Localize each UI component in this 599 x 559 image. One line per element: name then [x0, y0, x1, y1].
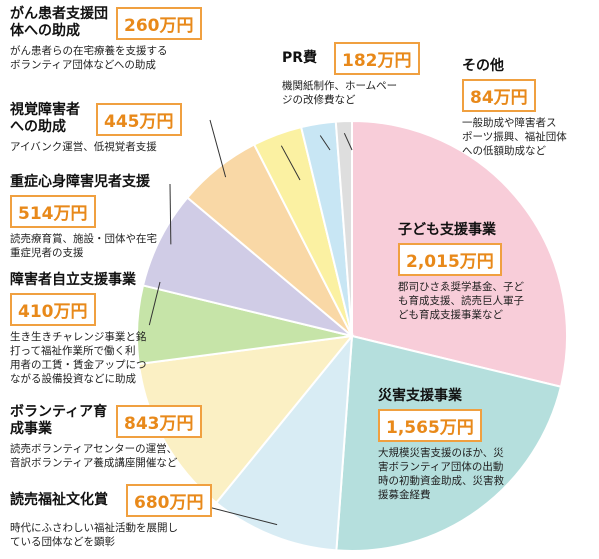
- label-head: 障害者自立支援事業 410万円: [10, 272, 170, 326]
- slice-label: 視覚障害者への助成 445万円アイバンク運営、低視覚者支援: [10, 102, 182, 154]
- category-name: 障害者自立支援事業: [10, 272, 136, 288]
- value-label: 514万円: [10, 195, 96, 228]
- label-head: 視覚障害者への助成 445万円: [10, 102, 182, 136]
- leader-line: [148, 281, 161, 326]
- value-label: 1,565万円: [378, 409, 482, 442]
- slice-label: PR費 182万円機関紙制作、ホームペー ジの改修費など: [282, 42, 420, 107]
- value-label: 260万円: [116, 6, 202, 40]
- category-name: 子ども支援事業: [398, 222, 496, 238]
- pie-slice: [335, 334, 563, 552]
- description-line: 時代にふさわしい福祉活動を展開し: [10, 522, 178, 534]
- slice-label: その他 84万円一般助成や障害者ス ポーツ振興、福祉団体 への低額助成など: [462, 58, 567, 158]
- description-line: 時の初動資金助成、災害救: [378, 475, 504, 487]
- description-line: 大規模災害支援のほか、災: [378, 447, 504, 459]
- description-line: ながる設備投資などに助成: [10, 373, 136, 385]
- description-line: 害ボランティア団体の出動: [378, 461, 504, 473]
- value-label: 84万円: [462, 79, 536, 112]
- description-line: 生き生きチャレンジ事業と銘: [10, 331, 147, 343]
- value-label: 2,015万円: [398, 243, 502, 276]
- description-line: ボランティア団体などへの助成: [10, 59, 156, 71]
- description-line: への低額助成など: [462, 145, 546, 157]
- description-line: 一般助成や障害者ス: [462, 117, 557, 129]
- slice-label: 子ども支援事業 2,015万円郡司ひさゑ奨学基金、子ど も育成支援、読売巨人軍子 ども…: [398, 222, 538, 322]
- leader-line: [343, 132, 353, 151]
- slice-label: がん患者支援団体への助成 260万円がん患者らの在宅療養を支援する ボランティア団体…: [10, 6, 202, 72]
- description-line: 用者の工賃・賃金アップにつ: [10, 359, 147, 371]
- category-name: その他: [462, 58, 504, 74]
- value-label: 410万円: [10, 293, 96, 326]
- pie-slice: [214, 332, 354, 552]
- category-name: がん患者支援団体への助成: [10, 6, 108, 39]
- leader-line: [209, 119, 227, 178]
- category-name: 災害支援事業: [378, 388, 462, 404]
- label-head: がん患者支援団体への助成 260万円: [10, 6, 202, 40]
- description-line: 読売ボランティアセンターの運営、: [10, 443, 178, 455]
- description-line: 読売療育賞、施設・団体や在宅: [10, 233, 157, 245]
- slice-label: 障害者自立支援事業 410万円生き生きチャレンジ事業と銘 打って福祉作業所で働く利用…: [10, 272, 170, 386]
- description-line: 機関紙制作、ホームペー: [282, 80, 398, 92]
- description-line: ている団体などを顕彰: [10, 536, 115, 548]
- description-line: 郡司ひさゑ奨学基金、子ど: [398, 281, 524, 293]
- description-line: 援募金経費: [378, 489, 431, 501]
- label-head: 重症心身障害児者支援 514万円: [10, 174, 180, 228]
- slice-label: 読売福祉文化賞 680万円時代にふさわしい福祉活動を展開し ている団体などを顕彰: [10, 484, 212, 549]
- category-name: PR費: [282, 50, 318, 66]
- label-head: 災害支援事業 1,565万円: [378, 388, 518, 442]
- description-line: も育成支援、読売巨人軍子: [398, 295, 524, 307]
- slice-label: 重症心身障害児者支援 514万円読売療育賞、施設・団体や在宅 重症児者の支援: [10, 174, 180, 260]
- value-label: 680万円: [126, 484, 212, 517]
- leader-line: [319, 135, 331, 151]
- label-head: 子ども支援事業 2,015万円: [398, 222, 538, 276]
- description: 一般助成や障害者ス ポーツ振興、福祉団体 への低額助成など: [462, 116, 567, 158]
- label-head: 読売福祉文化賞 680万円: [10, 484, 212, 517]
- description: アイバンク運営、低視覚者支援: [10, 140, 182, 154]
- value-label: 843万円: [116, 404, 202, 438]
- label-head: ボランティア育成事業 843万円: [10, 404, 202, 438]
- description: 郡司ひさゑ奨学基金、子ど も育成支援、読売巨人軍子 ども育成支援事業など: [398, 280, 538, 322]
- category-name: ボランティア育成事業: [10, 404, 108, 437]
- leader-line: [280, 145, 301, 181]
- description: 大規模災害支援のほか、災 害ボランティア団体の出動 時の初動資金助成、災害救 援募金経…: [378, 446, 518, 502]
- description-line: アイバンク運営、低視覚者支援: [10, 141, 157, 153]
- description-line: がん患者らの在宅療養を支援する: [10, 45, 168, 57]
- pie-slice: [334, 119, 353, 337]
- category-name: 重症心身障害児者支援: [10, 174, 150, 190]
- description: 機関紙制作、ホームペー ジの改修費など: [282, 79, 420, 107]
- value-label: 182万円: [334, 42, 420, 75]
- category-name: 視覚障害者への助成: [10, 102, 80, 135]
- slice-label: ボランティア育成事業 843万円読売ボランティアセンターの運営、 音訳ボランティア養…: [10, 404, 202, 470]
- label-head: PR費 182万円: [282, 42, 420, 75]
- slice-label: 災害支援事業 1,565万円大規模災害支援のほか、災 害ボランティア団体の出動 時の初…: [378, 388, 518, 502]
- value-label: 445万円: [96, 102, 182, 136]
- description: がん患者らの在宅療養を支援する ボランティア団体などへの助成: [10, 44, 202, 72]
- description-line: 打って福祉作業所で働く利: [10, 345, 136, 357]
- leader-line: [169, 183, 172, 245]
- description-line: 音訳ボランティア養成講座開催など: [10, 457, 178, 469]
- pie-slice: [141, 196, 353, 337]
- description: 時代にふさわしい福祉活動を展開し ている団体などを顕彰: [10, 521, 212, 549]
- description-line: 重症児者の支援: [10, 247, 84, 259]
- description: 読売ボランティアセンターの運営、 音訳ボランティア養成講座開催など: [10, 442, 202, 470]
- description: 生き生きチャレンジ事業と銘 打って福祉作業所で働く利 用者の工賃・賃金アップにつ なが…: [10, 330, 170, 386]
- description-line: ポーツ振興、福祉団体: [462, 131, 567, 143]
- description-line: ジの改修費など: [282, 94, 356, 106]
- description-line: ども育成支援事業など: [398, 309, 503, 321]
- label-head: その他 84万円: [462, 58, 567, 112]
- category-name: 読売福祉文化賞: [10, 492, 108, 508]
- description: 読売療育賞、施設・団体や在宅 重症児者の支援: [10, 232, 180, 260]
